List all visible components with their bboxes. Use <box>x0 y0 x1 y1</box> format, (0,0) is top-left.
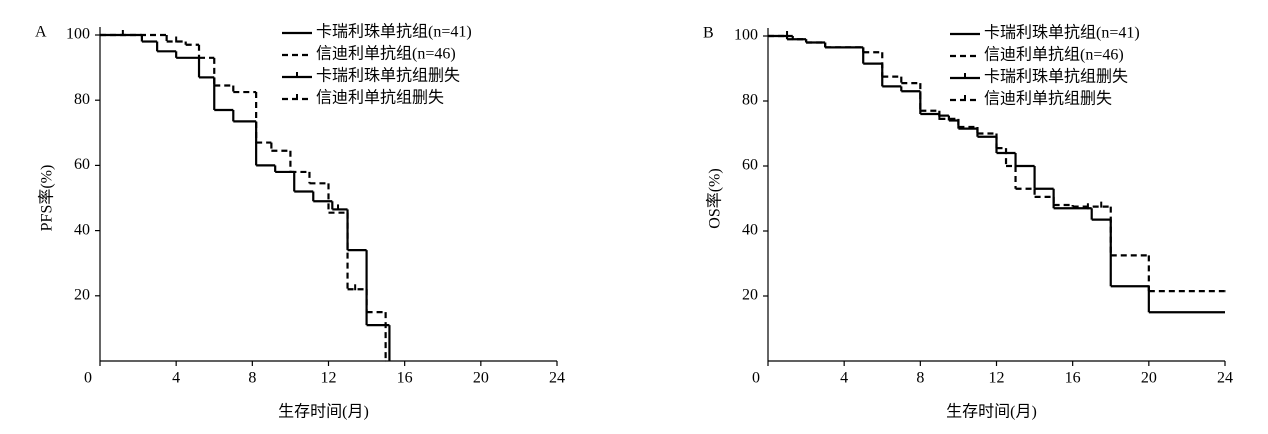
legend-label: 信迪利单抗组删失 <box>316 89 444 107</box>
x-tick-label: 8 <box>248 370 256 387</box>
x-tick-label: 24 <box>1217 370 1233 387</box>
legend-label: 信迪利单抗组(n=46) <box>316 45 456 63</box>
y-tick-label: 80 <box>74 91 90 108</box>
x-tick-label: 20 <box>473 370 489 387</box>
y-tick-label: 60 <box>74 156 90 173</box>
x-tick-label: 4 <box>172 370 180 387</box>
y-axis-title: OS率(%) <box>706 168 724 228</box>
legend-label: 卡瑞利珠单抗组(n=41) <box>316 23 472 41</box>
x-tick-label: 16 <box>397 370 413 387</box>
panel-label: B <box>703 25 714 42</box>
x-tick-label: 12 <box>321 370 337 387</box>
y-tick-label: 100 <box>734 27 758 44</box>
x-tick-label: 0 <box>752 370 760 387</box>
y-axis-title: PFS率(%) <box>38 165 56 232</box>
x-tick-label: 24 <box>549 370 565 387</box>
y-tick-label: 40 <box>74 221 90 238</box>
y-tick-label: 40 <box>742 222 758 239</box>
panel-label: A <box>35 24 47 41</box>
legend-label: 卡瑞利珠单抗组删失 <box>984 68 1128 86</box>
y-tick-label: 80 <box>742 92 758 109</box>
y-tick-label: 20 <box>74 286 90 303</box>
legend-label: 卡瑞利珠单抗组删失 <box>316 67 460 85</box>
legend-label: 卡瑞利珠单抗组(n=41) <box>984 24 1140 42</box>
x-tick-label: 20 <box>1141 370 1157 387</box>
x-axis-title: 生存时间(月) <box>278 403 369 421</box>
y-tick-label: 20 <box>742 287 758 304</box>
x-tick-label: 16 <box>1065 370 1081 387</box>
y-tick-label: 60 <box>742 157 758 174</box>
x-tick-label: 0 <box>84 370 92 387</box>
x-axis-title: 生存时间(月) <box>946 403 1037 421</box>
x-tick-label: 4 <box>840 370 848 387</box>
legend-label: 信迪利单抗组删失 <box>984 90 1112 108</box>
x-tick-label: 8 <box>916 370 924 387</box>
legend-label: 信迪利单抗组(n=46) <box>984 46 1124 64</box>
y-tick-label: 100 <box>66 26 90 43</box>
x-tick-label: 12 <box>989 370 1005 387</box>
